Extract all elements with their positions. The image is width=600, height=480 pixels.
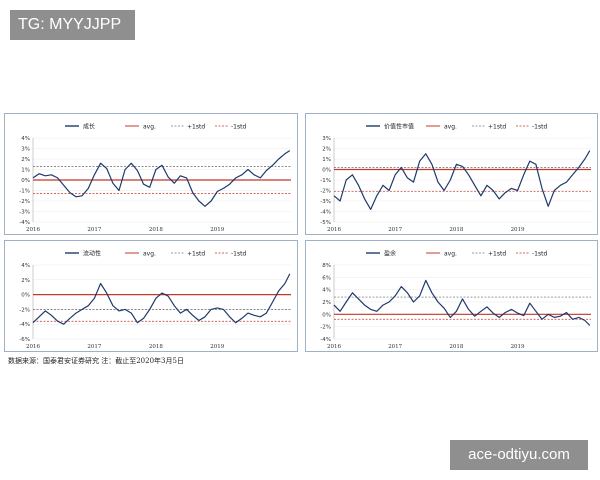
series-line [333, 279, 591, 326]
legend-label-minus-std: -1std [532, 124, 547, 131]
y-tick-label: 0% [21, 293, 30, 299]
x-tick-label: 2018 [149, 344, 163, 350]
y-tick-label: -1% [320, 178, 331, 184]
x-tick-label: 2019 [210, 344, 224, 350]
x-tick-label: 2018 [449, 344, 463, 350]
y-tick-label: 2% [322, 300, 331, 306]
chart-svg-value: 价值性市值 avg. +1std -1std 3% 2% 1% 0% -1% -2% -3% -4% -… [320, 123, 591, 233]
legend: 流动性 avg. +1std -1std [65, 250, 246, 258]
y-tick-label: 2% [21, 157, 30, 163]
x-tick-label: 2017 [87, 344, 101, 350]
x-tick-label: 2018 [449, 227, 463, 233]
watermark-top-left: TG: MYYJJPP [10, 10, 135, 40]
y-tick-label: -1% [19, 189, 30, 195]
y-tick-label: -4% [19, 322, 30, 328]
x-tick-label: 2016 [327, 227, 341, 233]
legend: 价值性市值 avg. +1std -1std [366, 123, 547, 131]
y-tick-label: 8% [322, 263, 331, 269]
legend-label-avg: avg. [143, 251, 156, 258]
x-tick-label: 2017 [388, 227, 402, 233]
legend-label-series: 成长 [83, 123, 95, 131]
x-tick-label: 2019 [511, 227, 525, 233]
y-tick-label: -6% [19, 337, 30, 343]
chart-panel-growth: 成长 avg. +1std -1std 4% 3% 2% 1% 0% -1% -2% -3% -4% 20… [4, 113, 298, 235]
y-tick-label: -3% [19, 210, 30, 216]
source-note: 数据来源：国泰君安证券研究 注：截止至2020年3月5日 [8, 357, 184, 365]
chart-panel-earnings: 盈余 avg. +1std -1std 8% 6% 4% 2% 0% -2% -4% 2016 2017… [305, 240, 598, 352]
y-tick-label: 4% [21, 136, 30, 142]
legend-label-avg: avg. [444, 124, 457, 131]
chart-svg-earnings: 盈余 avg. +1std -1std 8% 6% 4% 2% 0% -2% -4%2016 2017… [320, 250, 591, 350]
legend-label-minus-std: -1std [231, 124, 246, 131]
y-tick-label: 4% [322, 288, 331, 294]
series-line [333, 150, 591, 211]
y-tick-label: 0% [322, 312, 331, 318]
y-tick-label: -4% [19, 220, 30, 226]
y-tick-label: 3% [322, 136, 331, 142]
x-tick-label: 2016 [26, 344, 40, 350]
y-tick-label: 6% [322, 275, 331, 281]
y-tick-label: 0% [322, 168, 331, 174]
chart-panel-liquidity: 流动性 avg. +1std -1std 4% 2% 0% -2% -4% -6% 2016 2017… [4, 240, 298, 352]
legend-label-avg: avg. [444, 251, 457, 258]
x-tick-label: 2016 [327, 344, 341, 350]
x-tick-label: 2018 [149, 227, 163, 233]
legend-label-minus-std: -1std [231, 251, 246, 258]
y-tick-label: 3% [21, 147, 30, 153]
y-tick-label: -2% [19, 307, 30, 313]
legend-label-series: 价值性市值 [384, 123, 414, 131]
y-tick-label: -3% [320, 199, 331, 205]
series-line [32, 273, 291, 325]
legend: 盈余 avg. +1std -1std [366, 250, 547, 258]
watermark-bottom-right: ace-odtiyu.com [450, 440, 588, 470]
y-tick-label: -4% [320, 337, 331, 343]
chart-svg-liquidity: 流动性 avg. +1std -1std 4% 2% 0% -2% -4% -6%2016 2017… [19, 250, 291, 350]
legend-label-avg: avg. [143, 124, 156, 131]
legend-label-minus-std: -1std [532, 251, 547, 258]
x-tick-label: 2016 [26, 227, 40, 233]
x-tick-label: 2019 [511, 344, 525, 350]
y-tick-label: 0% [21, 178, 30, 184]
legend: 成长 avg. +1std -1std [65, 123, 246, 131]
y-tick-label: 2% [21, 278, 30, 284]
legend-label-plus-std: +1std [488, 251, 506, 258]
legend-label-plus-std: +1std [488, 124, 506, 131]
y-tick-label: -2% [320, 189, 331, 195]
legend-label-series: 流动性 [83, 250, 101, 258]
chart-panel-value: 价值性市值 avg. +1std -1std 3% 2% 1% 0% -1% -2% -3% -4% -… [305, 113, 598, 235]
y-tick-label: 2% [322, 147, 331, 153]
series-line [32, 150, 291, 207]
y-tick-label: 1% [21, 168, 30, 174]
y-tick-label: -5% [320, 220, 331, 226]
legend-label-plus-std: +1std [187, 124, 205, 131]
y-tick-label: 1% [322, 157, 331, 163]
x-tick-label: 2017 [87, 227, 101, 233]
x-tick-label: 2019 [210, 227, 224, 233]
legend-label-plus-std: +1std [187, 251, 205, 258]
y-tick-label: -4% [320, 210, 331, 216]
legend-label-series: 盈余 [384, 250, 396, 258]
y-tick-label: -2% [19, 199, 30, 205]
chart-svg-growth: 成长 avg. +1std -1std4%3%2%1%0%-1%-2%-3%-4%20… [19, 123, 291, 233]
y-tick-label: -2% [320, 325, 331, 331]
y-tick-label: 4% [21, 263, 30, 269]
x-tick-label: 2017 [388, 344, 402, 350]
